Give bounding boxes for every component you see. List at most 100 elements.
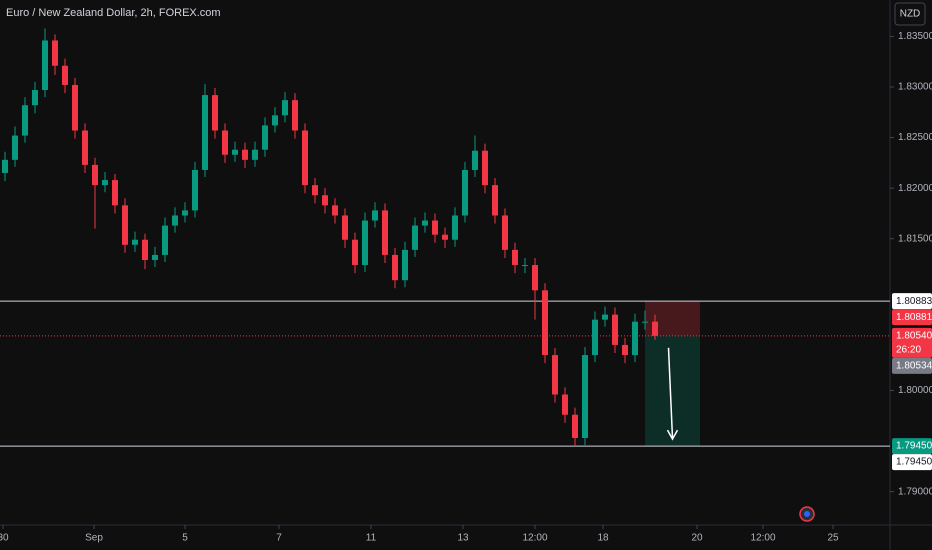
candle-body — [352, 239, 358, 266]
x-tick-label: 12:00 — [750, 533, 775, 544]
price-tag-label: 1.80534 — [896, 360, 932, 371]
candle-body — [402, 249, 408, 281]
candle-body — [522, 265, 528, 267]
price-tag-label: 1.79450 — [896, 457, 932, 468]
price-tag-label: 1.79450 — [896, 441, 932, 452]
candle-body — [532, 265, 538, 291]
y-tick-label: 1.83000 — [898, 82, 932, 93]
candle-body — [102, 180, 108, 186]
candle-body — [382, 210, 388, 255]
candle-body — [392, 254, 398, 281]
price-tag — [892, 454, 932, 471]
arrow-shaft — [667, 347, 674, 439]
price-tag-label: 1.80881 — [896, 312, 932, 323]
candle-body — [142, 239, 148, 260]
candle-body — [32, 90, 38, 106]
x-tick-label: 7 — [276, 533, 282, 544]
candle-body — [22, 105, 28, 136]
candle-body — [232, 149, 238, 155]
arrow-head — [666, 429, 679, 441]
candle-body — [612, 314, 618, 345]
candle-body — [482, 150, 488, 186]
y-tick-label: 1.81500 — [898, 233, 932, 244]
candle-body — [462, 169, 468, 216]
price-tag — [892, 438, 932, 455]
candle-body — [642, 321, 648, 323]
x-tick-label: 25 — [827, 533, 839, 544]
candle-body — [152, 254, 158, 260]
x-tick-label: Sep — [85, 533, 103, 544]
candle-body — [512, 249, 518, 266]
candle-body — [362, 220, 368, 266]
y-tick-label: 1.80000 — [898, 385, 932, 396]
x-tick-label: 18 — [597, 533, 609, 544]
candle-body — [322, 195, 328, 206]
chart-title: Euro / New Zealand Dollar, 2h, FOREX.com — [6, 7, 221, 19]
candle-body — [582, 355, 588, 439]
candle-body — [452, 215, 458, 240]
candle-body — [12, 135, 18, 160]
candle-body — [652, 321, 658, 336]
candle-body — [52, 40, 58, 66]
candle-body — [542, 290, 548, 356]
price-tag — [892, 309, 932, 326]
candle-body — [302, 130, 308, 186]
candle-body — [172, 215, 178, 226]
candle-body — [212, 95, 218, 131]
y-tick-label: 1.82500 — [898, 132, 932, 143]
price-tag — [892, 357, 932, 374]
candle-body — [572, 414, 578, 439]
candle-body — [412, 225, 418, 250]
y-tick-label: 1.83500 — [898, 31, 932, 42]
candle-body — [562, 394, 568, 415]
candle-body — [502, 215, 508, 250]
price-tag-label: 1.80540 — [896, 330, 932, 341]
candle-body — [632, 321, 638, 356]
candle-body — [82, 130, 88, 165]
candle-body — [202, 95, 208, 170]
candle-body — [252, 149, 258, 160]
candle-body — [342, 215, 348, 240]
candle-body — [192, 169, 198, 211]
candle-body — [262, 125, 268, 150]
currency-button[interactable]: NZD — [900, 9, 921, 20]
candle-body — [332, 205, 338, 216]
candle-body — [112, 180, 118, 206]
candle-body — [42, 40, 48, 91]
x-tick-label: 5 — [182, 533, 188, 544]
candle-body — [592, 319, 598, 356]
candle-body — [292, 100, 298, 131]
candle-body — [282, 100, 288, 116]
x-tick-label: 11 — [366, 533, 377, 544]
candle-body — [242, 149, 248, 160]
candle-body — [62, 65, 68, 85]
y-tick-label: 1.79000 — [898, 486, 932, 497]
x-tick-label: 12:00 — [522, 533, 547, 544]
candle-body — [472, 150, 478, 170]
candle-body — [182, 210, 188, 216]
candle-body — [2, 159, 8, 173]
x-tick-label: 13 — [457, 533, 469, 544]
candle-body — [312, 185, 318, 196]
candle-body — [622, 344, 628, 356]
candle-body — [552, 355, 558, 395]
candle-body — [442, 234, 448, 240]
candle-body — [602, 314, 608, 320]
y-tick-label: 1.82000 — [898, 183, 932, 194]
candle-body — [372, 210, 378, 221]
x-tick-label: 30 — [0, 533, 9, 544]
candle-body — [422, 220, 428, 226]
candle-body — [222, 130, 228, 155]
currency-button-frame[interactable] — [894, 2, 926, 26]
x-tick-label: 20 — [691, 533, 703, 544]
candle-body — [122, 205, 128, 245]
price-tag-label: 1.80883 — [896, 296, 932, 307]
candle-body — [132, 239, 138, 245]
candle-body — [432, 220, 438, 235]
price-tag — [892, 293, 932, 310]
candle-body — [272, 115, 278, 126]
candle-body — [92, 164, 98, 186]
candle-body — [492, 185, 498, 216]
